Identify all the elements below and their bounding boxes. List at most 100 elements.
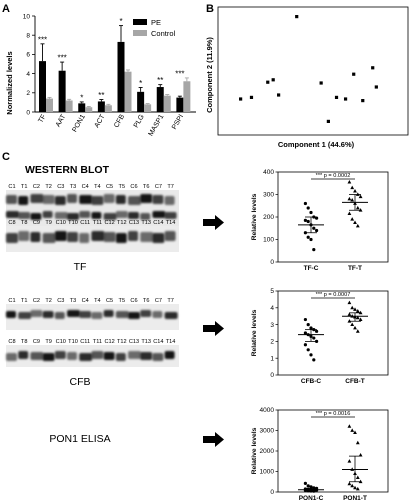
blot-band [54, 212, 68, 219]
pca-point [374, 85, 378, 89]
dot-plot-point-test [350, 428, 355, 432]
western-blot-panel: WESTERN BLOT TF CFB PON1 ELISA C1 T1 C2 T2 C… [6, 164, 224, 447]
blot-band [67, 194, 77, 203]
dot-plot-point-test [353, 189, 357, 193]
dot-plot-point-control [303, 317, 307, 322]
blot-band [103, 310, 114, 317]
blot-band [42, 353, 55, 361]
dot-plot-point-test [355, 309, 360, 313]
dot-plot-point-test [347, 312, 352, 316]
blot-band [91, 351, 104, 359]
dot-plot-point-control [303, 218, 307, 222]
pca-point [343, 97, 348, 101]
pca-point [361, 99, 365, 103]
blot-band [164, 312, 178, 319]
dot-plot-point-control [306, 219, 310, 224]
blot-lane-label: T3 [70, 298, 77, 304]
dot-plot-p-value: *** p = 0.0016 [316, 411, 351, 417]
dot-plot-point-test [355, 475, 360, 480]
bar-pe [156, 87, 164, 112]
bar-pe [176, 97, 184, 112]
dot-plot-tf: Relative levels 0 100 200 300 400 TF-C TF-T *** … [251, 169, 389, 272]
dot-plot-ytick-label: 4000 [260, 407, 275, 414]
bar-control [46, 98, 53, 112]
blot-lane-label: C14 [153, 220, 163, 226]
pca-point [334, 95, 339, 99]
blot-lane-label: C12 [104, 339, 114, 345]
bar-control [124, 71, 132, 112]
blot-band [18, 312, 32, 319]
dot-plot-point-test [355, 329, 360, 333]
bar-chart-category-label: ACT [94, 113, 107, 129]
dot-plot-point-test [353, 485, 357, 490]
blot-lane-label: C8 [8, 339, 15, 345]
blot-band [103, 213, 117, 220]
dot-plot-point-control [315, 228, 319, 233]
dot-plot-ytick-label: 0 [270, 259, 274, 266]
significance-marker: *** [38, 35, 47, 44]
blot-band [30, 310, 43, 317]
bar-control [163, 95, 171, 112]
bar-pe [97, 101, 105, 112]
blot-band [128, 312, 140, 319]
dot-plot-ytick-label: 0 [270, 489, 274, 496]
blot-band [128, 351, 141, 359]
dot-plot-point-test [347, 180, 352, 184]
blot-lane-label: T14 [166, 220, 176, 226]
dot-plot-point-control [303, 331, 307, 335]
blot-band [30, 194, 44, 203]
blot-band [79, 211, 91, 218]
bar-control [104, 105, 112, 112]
dot-plot-category-label: TF-C [304, 265, 319, 272]
significance-marker: *** [175, 69, 184, 78]
blot-band [128, 212, 139, 219]
blot-band [115, 311, 129, 318]
blot-lane-label: C12 [104, 220, 114, 226]
blot-lane-label: T4 [94, 184, 101, 190]
dot-plot-ytick-label: 2000 [260, 448, 275, 455]
dot-plot-point-test [353, 220, 357, 225]
significance-marker: * [139, 79, 142, 88]
blot-band [152, 211, 166, 218]
blot-lane-label: T13 [141, 339, 151, 345]
blot-band [103, 352, 115, 360]
blot-band [91, 196, 104, 205]
panel-label-c: C [2, 151, 10, 163]
dot-plot-point-control [303, 343, 307, 347]
blot-band [18, 196, 29, 205]
dot-plot-point-control [306, 323, 310, 327]
blot-lane-label: T1 [21, 184, 28, 190]
pca-xlabel: Component 1 (44.6%) [278, 140, 355, 149]
dot-plot-point-test [353, 430, 357, 434]
blot-lane-label: T2 [45, 298, 52, 304]
dot-plot-point-test [347, 459, 352, 463]
pca-plot-frame [217, 6, 409, 136]
bar-control [183, 81, 191, 112]
dot-plot-ytick-label: 5 [270, 288, 274, 295]
blot-lane-label: T9 [45, 220, 52, 226]
blot-lane-label: T6 [143, 184, 150, 190]
blot-lane-label: C11 [80, 220, 90, 226]
dot-plot-point-control [303, 481, 307, 485]
dot-plot-ylabel: Relative levels [251, 193, 258, 240]
bar-chart-ytick-label: 8 [26, 33, 30, 40]
dot-plot-p-value: *** p = 0.0002 [316, 173, 351, 179]
blot-band [42, 233, 56, 243]
dot-plot-point-test [347, 196, 352, 201]
blot-band [54, 196, 66, 205]
bar-chart-category-label: TF [37, 114, 47, 125]
cfb-blot-label: CFB [70, 376, 91, 388]
pca-ylabel: Component 2 (11.9%) [205, 37, 214, 113]
dot-plot-category-label: TF-T [348, 265, 362, 272]
blot-lane-label: T5 [119, 298, 126, 304]
blot-band [164, 212, 177, 219]
panel-label-a: A [2, 3, 10, 15]
blot-band [54, 312, 65, 319]
legend-swatch-pe [133, 19, 147, 25]
dot-plot-point-control [309, 326, 313, 330]
pca-point [277, 93, 281, 97]
dot-plot-point-test [358, 194, 363, 199]
blot-lane-label: C7 [155, 184, 162, 190]
bar-pe [117, 41, 125, 112]
blot-lane-label: C6 [130, 184, 137, 190]
